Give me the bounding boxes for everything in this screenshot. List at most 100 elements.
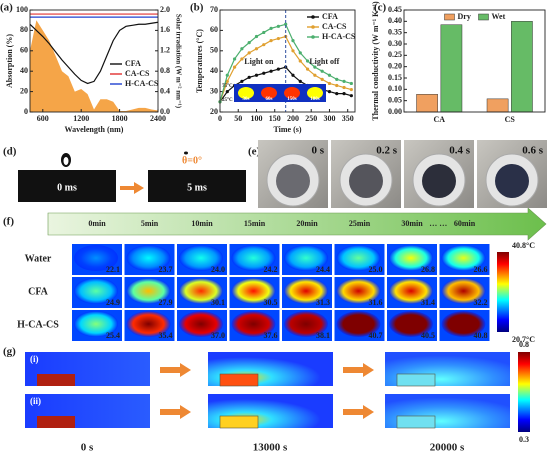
point — [276, 67, 280, 71]
thermal-spot — [284, 278, 328, 304]
point — [240, 79, 244, 83]
inset-hot — [238, 87, 254, 99]
row-label: CFA — [28, 286, 49, 297]
y2-tick-label: 2.0 — [160, 5, 170, 14]
point — [269, 69, 273, 73]
temperature: 35.4 — [159, 331, 173, 340]
point — [320, 77, 324, 81]
inset-label: 180s — [310, 97, 320, 102]
plot-frame — [219, 9, 356, 113]
bar — [416, 94, 438, 113]
y2-tick-label: 1.6 — [160, 25, 170, 34]
y-tick-label: 60 — [210, 25, 218, 34]
y-tick-label: 0.45 — [388, 5, 402, 14]
y-tick-label: 100 — [16, 5, 28, 14]
legend-swatch — [444, 13, 455, 21]
legend-label: CFA — [125, 59, 141, 68]
temperature: 31.6 — [369, 298, 383, 307]
y2-axis-title: Solar irradiation (W m⁻² nm⁻¹) — [174, 14, 182, 109]
y-tick-label: 80 — [20, 25, 28, 34]
y2-tick-label: 1.2 — [160, 46, 170, 55]
x-tick-label: 600 — [37, 114, 49, 123]
time-label: 25min — [349, 219, 371, 228]
sim-block — [396, 415, 436, 429]
x-tick-label: 1200 — [73, 114, 89, 123]
temperature: 25.0 — [369, 265, 383, 274]
legend-label: Dry — [458, 12, 471, 21]
temperature: 24.4 — [316, 265, 330, 274]
point — [269, 39, 273, 43]
y-tick-label: 60 — [20, 46, 28, 55]
point — [305, 59, 310, 63]
panel-label: (d) — [3, 146, 17, 158]
point — [254, 73, 259, 77]
thermal-spot — [74, 311, 118, 337]
point — [342, 79, 346, 83]
sample — [422, 164, 456, 198]
point — [313, 65, 317, 69]
photo-label: 0.6 s — [522, 145, 544, 157]
point — [247, 41, 251, 45]
point — [291, 39, 295, 43]
frame — [18, 170, 116, 202]
thermal-spot — [441, 278, 486, 304]
annotation: Light on — [244, 57, 274, 66]
inset-label: 30s — [243, 97, 250, 102]
time-label: 15min — [244, 219, 266, 228]
thermal-spot — [284, 245, 328, 271]
area — [30, 20, 158, 113]
y-tick-label: 40 — [20, 66, 28, 75]
legend-label: CA-CS — [125, 69, 150, 78]
bar — [486, 98, 509, 113]
frame-label: 5 ms — [187, 182, 207, 193]
arrow — [160, 363, 191, 377]
colorbar — [518, 352, 530, 432]
point — [291, 49, 295, 53]
row-label: Water — [25, 253, 52, 264]
point — [327, 73, 332, 77]
plot-frame — [29, 9, 159, 113]
y-axis-title: Thermal conductivity (W m⁻¹ K⁻¹) — [371, 1, 380, 121]
point — [269, 26, 273, 30]
point — [342, 85, 346, 90]
sim-block — [37, 374, 75, 386]
temperature: 40.5 — [421, 331, 435, 340]
line — [29, 21, 159, 85]
y-tick-label: 0.05 — [388, 95, 402, 104]
inset-label: 60s — [266, 97, 273, 102]
point — [320, 69, 324, 73]
x-axis-title: Time (s) — [273, 125, 301, 134]
y-tick-label: 40 — [210, 66, 218, 75]
annotation: Light off — [309, 57, 339, 66]
point — [335, 83, 339, 88]
sample — [349, 164, 383, 198]
sample — [276, 164, 310, 198]
y-tick-label: 0.20 — [388, 61, 402, 70]
frame — [148, 170, 246, 202]
thermal-spot — [231, 245, 276, 271]
x-tick-label: 200 — [287, 114, 299, 123]
bar — [511, 21, 533, 113]
time-label: 30min — [401, 219, 423, 228]
point — [262, 71, 266, 75]
sim-block — [219, 373, 259, 387]
legend-label: Wet — [492, 12, 506, 21]
thermal-spot — [179, 311, 223, 337]
legend-label: CA-CS — [322, 22, 347, 31]
temperature: 38.1 — [316, 331, 330, 340]
inset-hot — [307, 87, 323, 99]
photo-label: 0.4 s — [449, 145, 471, 157]
point — [298, 51, 302, 55]
temperature: 27.9 — [159, 298, 173, 307]
y2-tick-label: 0.4 — [160, 86, 170, 95]
arrow — [343, 363, 374, 377]
point — [240, 47, 244, 51]
x-tick-label: 250 — [305, 114, 317, 123]
point — [225, 73, 229, 77]
thermal-spot — [389, 245, 433, 271]
y-tick-label: 20 — [20, 86, 28, 95]
bar — [440, 24, 463, 113]
panel-label: (e) — [248, 146, 261, 158]
thermal-spot — [336, 311, 381, 337]
thermal-spot — [441, 245, 486, 271]
